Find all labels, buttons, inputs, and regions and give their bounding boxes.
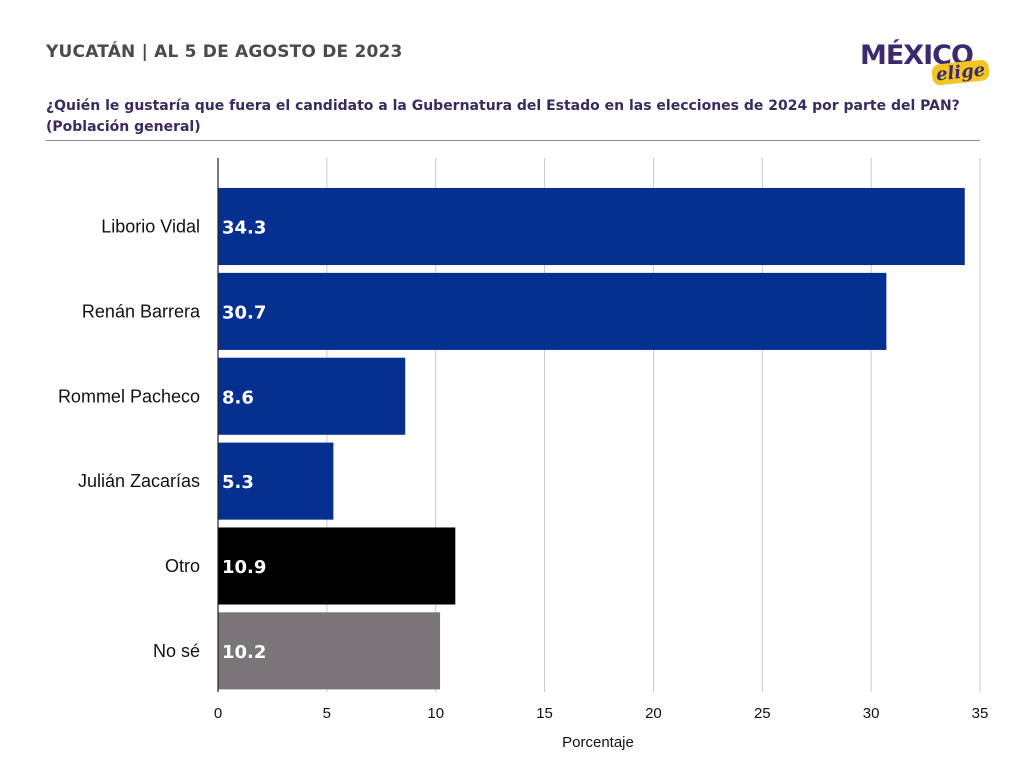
x-tick-label: 35: [972, 705, 989, 722]
x-tick-label: 15: [536, 705, 553, 722]
data-label: 10.2: [222, 642, 266, 663]
bar: [218, 272, 887, 350]
data-label: 8.6: [222, 387, 254, 408]
x-tick-label: 5: [323, 705, 331, 722]
category-label: No sé: [153, 641, 200, 661]
bars: [218, 188, 965, 690]
report-title: YUCATÁN | AL 5 DE AGOSTO DE 2023: [46, 42, 403, 62]
question-line-2: (Población general): [46, 119, 201, 135]
category-label: Julián Zacarías: [78, 471, 200, 491]
data-label: 30.7: [222, 302, 266, 323]
data-label: 10.9: [222, 557, 266, 578]
category-label: Otro: [165, 556, 200, 576]
mexico-elige-logo: MÉXICO elige: [860, 40, 991, 86]
bar: [218, 188, 965, 266]
bar: [218, 357, 406, 435]
data-label: 34.3: [222, 218, 266, 239]
category-label: Renán Barrera: [82, 301, 201, 321]
category-label: Liborio Vidal: [101, 217, 200, 237]
bar: [218, 527, 456, 605]
bar: [218, 612, 441, 690]
bar: [218, 442, 334, 520]
category-labels: Liborio Vidal Renán Barrera Rommel Pacheco…: [58, 217, 201, 661]
chart-question: ¿Quién le gustaría que fuera el candidat…: [46, 96, 986, 138]
x-tick-label: 20: [645, 705, 662, 722]
header-divider: [46, 140, 980, 141]
category-label: Rommel Pacheco: [58, 386, 200, 406]
x-tick-labels: 0 5 10 15 20 25 30 35: [214, 705, 989, 722]
x-tick-label: 10: [427, 705, 444, 722]
x-tick-label: 0: [214, 705, 222, 722]
x-tick-label: 30: [863, 705, 880, 722]
x-tick-label: 25: [754, 705, 771, 722]
value-labels: 34.3 30.7 8.6 5.3 10.9 10.2: [222, 218, 266, 663]
data-label: 5.3: [222, 472, 254, 493]
question-line-1: ¿Quién le gustaría que fuera el candidat…: [46, 98, 960, 114]
x-axis-title: Porcentaje: [562, 734, 634, 751]
